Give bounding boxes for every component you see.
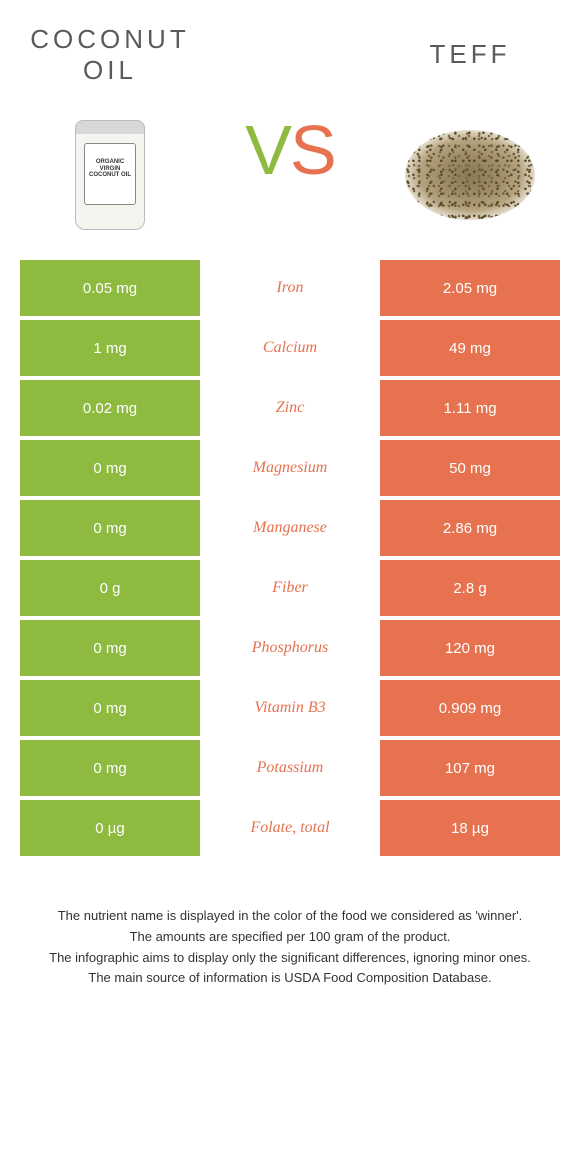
nutrient-name-cell: Folate, total <box>200 800 380 856</box>
nutrient-name-cell: Magnesium <box>200 440 380 496</box>
left-food-column: COCONUT OIL ORGANIC VIRGIN COCONUT OIL <box>20 20 200 240</box>
nutrient-name-cell: Phosphorus <box>200 620 380 676</box>
right-value-cell: 50 mg <box>380 440 560 496</box>
right-value-cell: 49 mg <box>380 320 560 376</box>
table-row: 0.05 mgIron2.05 mg <box>20 260 560 316</box>
table-row: 0 mgVitamin B30.909 mg <box>20 680 560 736</box>
table-row: 0 mgPotassium107 mg <box>20 740 560 796</box>
nutrient-name-cell: Calcium <box>200 320 380 376</box>
table-row: 0 mgManganese2.86 mg <box>20 500 560 556</box>
left-value-cell: 0 g <box>20 560 200 616</box>
footnote-line: The infographic aims to display only the… <box>40 948 540 969</box>
footnote-line: The main source of information is USDA F… <box>40 968 540 989</box>
right-value-cell: 0.909 mg <box>380 680 560 736</box>
right-value-cell: 120 mg <box>380 620 560 676</box>
vs-text: VS <box>245 110 334 190</box>
footnotes-section: The nutrient name is displayed in the co… <box>20 906 560 989</box>
nutrient-name-cell: Potassium <box>200 740 380 796</box>
left-food-image: ORGANIC VIRGIN COCONUT OIL <box>45 110 175 240</box>
left-value-cell: 0 mg <box>20 620 200 676</box>
right-value-cell: 18 µg <box>380 800 560 856</box>
left-value-cell: 0 µg <box>20 800 200 856</box>
right-food-title: TEFF <box>430 20 511 90</box>
vs-letter-v: V <box>245 111 290 189</box>
nutrient-name-cell: Manganese <box>200 500 380 556</box>
comparison-header: COCONUT OIL ORGANIC VIRGIN COCONUT OIL V… <box>20 20 560 240</box>
table-row: 0 mgMagnesium50 mg <box>20 440 560 496</box>
teff-grain-icon <box>405 130 535 220</box>
nutrient-name-cell: Fiber <box>200 560 380 616</box>
left-value-cell: 1 mg <box>20 320 200 376</box>
nutrient-comparison-table: 0.05 mgIron2.05 mg1 mgCalcium49 mg0.02 m… <box>20 260 560 856</box>
nutrient-name-cell: Vitamin B3 <box>200 680 380 736</box>
left-value-cell: 0.05 mg <box>20 260 200 316</box>
table-row: 0.02 mgZinc1.11 mg <box>20 380 560 436</box>
table-row: 0 gFiber2.8 g <box>20 560 560 616</box>
coconut-oil-jar-icon: ORGANIC VIRGIN COCONUT OIL <box>75 120 145 230</box>
vs-column: VS <box>245 20 334 190</box>
nutrient-name-cell: Zinc <box>200 380 380 436</box>
footnote-line: The amounts are specified per 100 gram o… <box>40 927 540 948</box>
table-row: 1 mgCalcium49 mg <box>20 320 560 376</box>
nutrient-name-cell: Iron <box>200 260 380 316</box>
right-value-cell: 2.86 mg <box>380 500 560 556</box>
table-row: 0 mgPhosphorus120 mg <box>20 620 560 676</box>
left-value-cell: 0 mg <box>20 680 200 736</box>
left-value-cell: 0 mg <box>20 740 200 796</box>
right-value-cell: 107 mg <box>380 740 560 796</box>
vs-letter-s: S <box>290 111 335 189</box>
left-value-cell: 0.02 mg <box>20 380 200 436</box>
jar-label-text: ORGANIC VIRGIN COCONUT OIL <box>86 159 134 179</box>
table-row: 0 µgFolate, total18 µg <box>20 800 560 856</box>
left-value-cell: 0 mg <box>20 440 200 496</box>
footnote-line: The nutrient name is displayed in the co… <box>40 906 540 927</box>
right-value-cell: 1.11 mg <box>380 380 560 436</box>
right-value-cell: 2.8 g <box>380 560 560 616</box>
left-value-cell: 0 mg <box>20 500 200 556</box>
left-food-title: COCONUT OIL <box>20 20 200 90</box>
right-value-cell: 2.05 mg <box>380 260 560 316</box>
right-food-column: TEFF <box>380 20 560 240</box>
right-food-image <box>405 110 535 240</box>
